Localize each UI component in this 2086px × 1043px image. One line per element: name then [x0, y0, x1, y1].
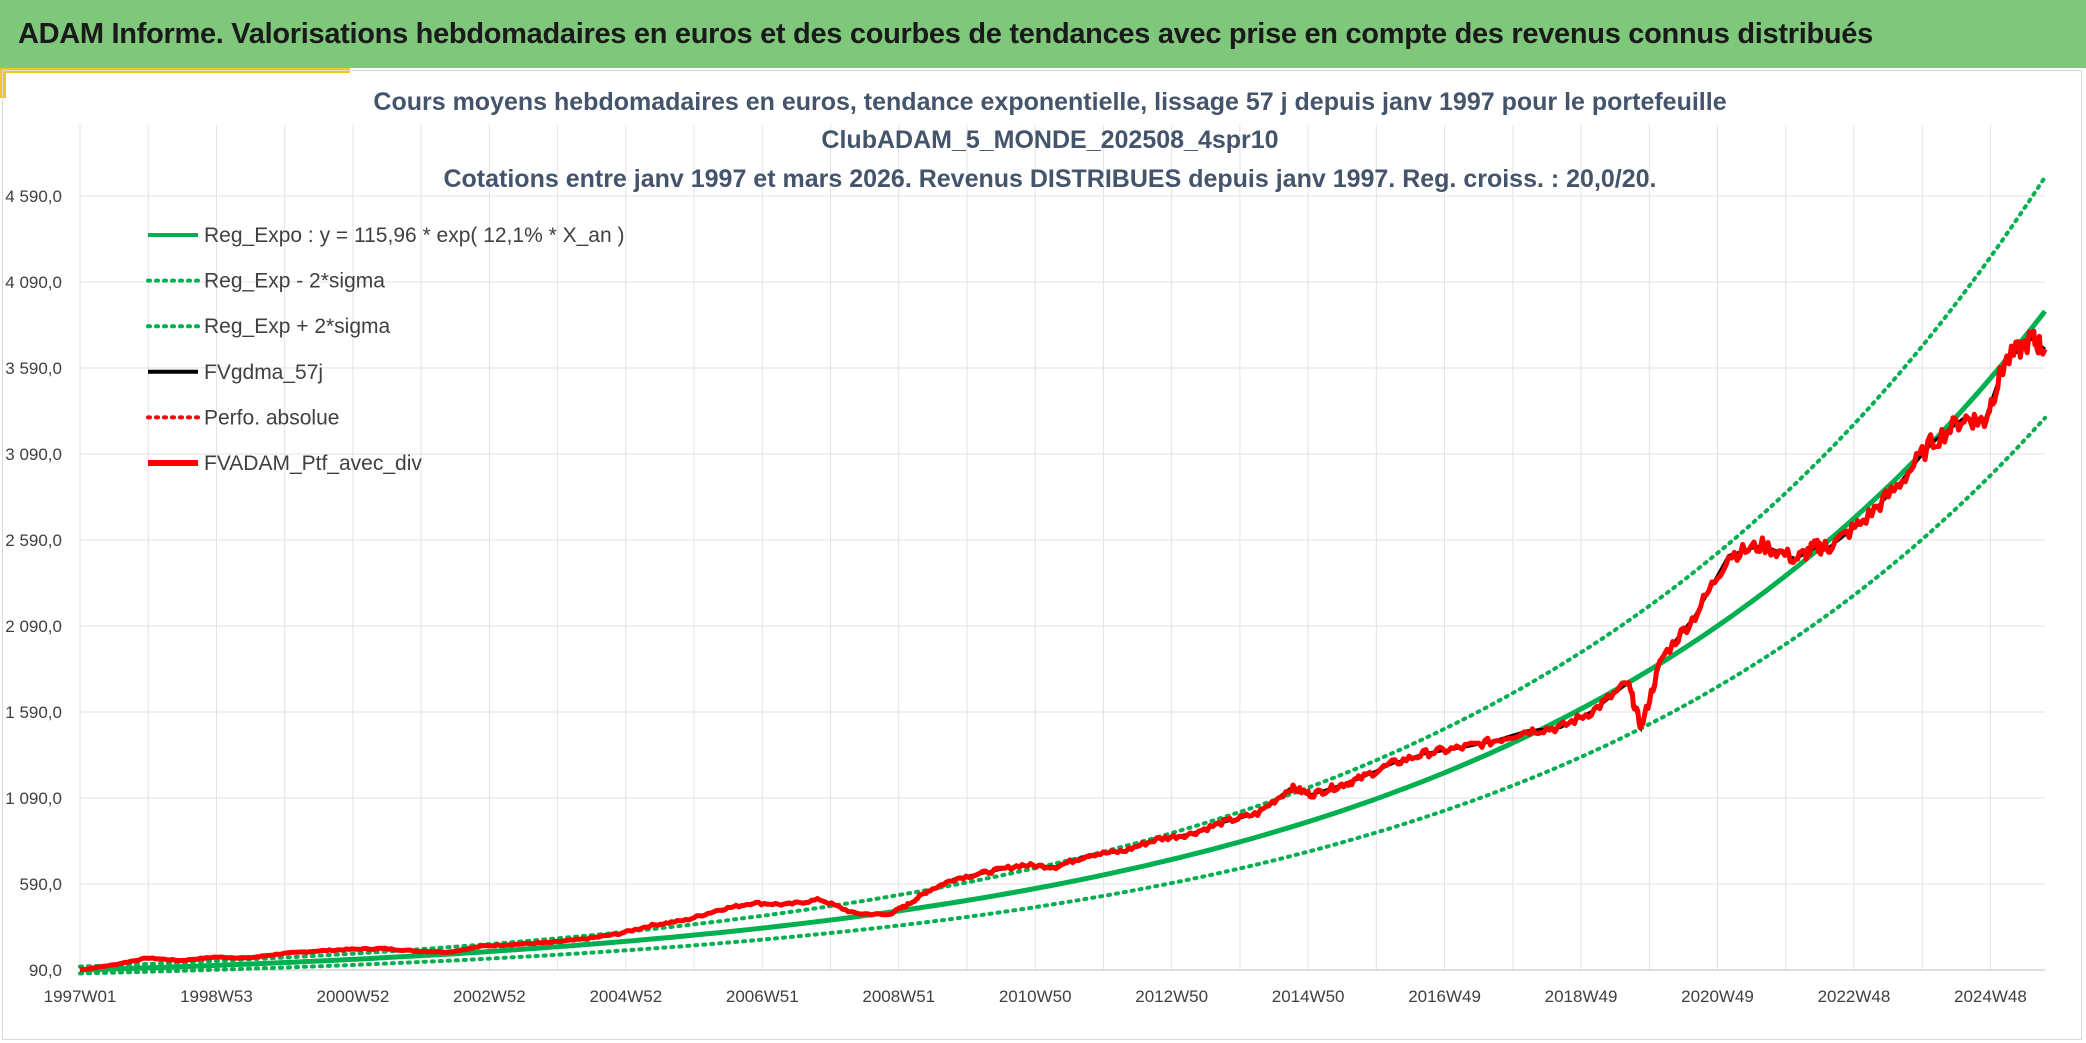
y-tick-label: 4 090,0	[5, 273, 62, 292]
y-tick-label: 90,0	[29, 961, 62, 980]
x-tick-label: 2006W51	[726, 987, 799, 1006]
legend-label-lower: Reg_Exp - 2*sigma	[204, 270, 385, 293]
x-tick-label: 2008W51	[862, 987, 935, 1006]
x-tick-label: 1997W01	[44, 987, 117, 1006]
legend-label-smoothed: FVgdma_57j	[204, 361, 323, 384]
x-tick-label: 2016W49	[1408, 987, 1481, 1006]
header-banner: ADAM Informe. Valorisations hebdomadaire…	[0, 0, 2086, 68]
x-tick-label: 2020W49	[1681, 987, 1754, 1006]
y-tick-label: 590,0	[19, 875, 62, 894]
series-lower	[78, 415, 2047, 976]
x-tick-label: 2004W52	[589, 987, 662, 1006]
legend-label-portfolio: FVADAM_Ptf_avec_div	[204, 452, 422, 475]
legend-label-trend: Reg_Expo : y = 115,96 * exp( 12,1% * X_a…	[204, 224, 624, 247]
x-tick-label: 2012W50	[1135, 987, 1208, 1006]
x-tick-label: 2022W48	[1818, 987, 1891, 1006]
y-axis: 90,0 590,0 1 090,0 1 590,0 2 090,0 2 590,0 3 0…	[5, 187, 62, 980]
legend: Reg_Expo : y = 115,96 * exp( 12,1% * X_a…	[146, 224, 624, 475]
chart-title-line-1: Cours moyens hebdomadaires en euros, ten…	[373, 88, 1726, 116]
y-tick-label: 3 090,0	[5, 445, 62, 464]
y-tick-label: 2 090,0	[5, 617, 62, 636]
chart-title-line-2: ClubADAM_5_MONDE_202508_4spr10	[821, 126, 1278, 154]
series-upper	[78, 175, 2047, 969]
x-tick-label: 2010W50	[999, 987, 1072, 1006]
legend-label-upper: Reg_Exp + 2*sigma	[204, 315, 391, 338]
y-tick-label: 2 590,0	[5, 531, 62, 550]
x-tick-label: 2014W50	[1272, 987, 1345, 1006]
chart-title-line-3: Cotations entre janv 1997 et mars 2026. …	[443, 165, 1656, 193]
y-tick-label: 3 590,0	[5, 359, 62, 378]
x-tick-label: 2024W48	[1954, 987, 2027, 1006]
plot-area	[78, 175, 2048, 976]
y-tick-label: 1 590,0	[5, 703, 62, 722]
x-axis: 1997W01 1998W53 2000W52 2002W52 2004W52 2006W…	[44, 987, 2027, 1006]
x-tick-label: 2000W52	[317, 987, 390, 1006]
grid	[79, 125, 2045, 971]
y-tick-label: 4 590,0	[5, 187, 62, 206]
accent-bar-side	[0, 68, 6, 98]
series-portfolio	[79, 328, 2048, 973]
series-trend	[79, 309, 2047, 973]
x-tick-label: 2018W49	[1545, 987, 1618, 1006]
x-tick-label: 1998W53	[180, 987, 253, 1006]
x-tick-label: 2002W52	[453, 987, 526, 1006]
legend-label-perfo: Perfo. absolue	[204, 406, 339, 429]
y-tick-label: 1 090,0	[5, 789, 62, 808]
chart-title: Cours moyens hebdomadaires en euros, ten…	[373, 88, 1726, 193]
chart-frame	[2, 70, 2082, 1040]
page-title: ADAM Informe. Valorisations hebdomadaire…	[18, 17, 1873, 50]
series-smoothed	[79, 336, 2046, 972]
